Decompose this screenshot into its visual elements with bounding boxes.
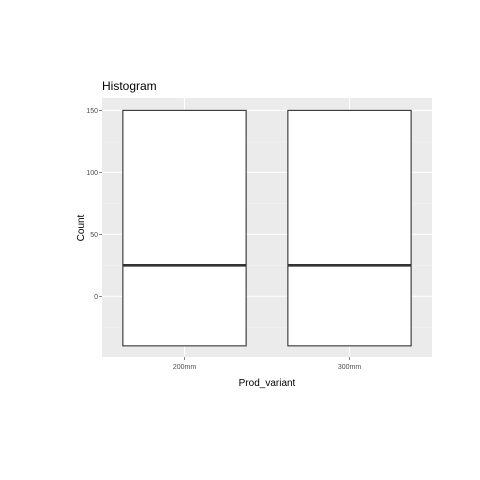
- y-axis-title: Count: [76, 214, 87, 241]
- y-tick-label: 100: [86, 170, 98, 177]
- y-tick-label: 150: [86, 108, 98, 115]
- box-300mm: [287, 109, 412, 347]
- y-tick-label: 50: [90, 232, 98, 239]
- boxes: [122, 109, 412, 347]
- x-axis-title: Prod_variant: [239, 378, 296, 389]
- box-200mm: [122, 109, 247, 347]
- x-tick-label: 200mm: [173, 364, 197, 371]
- axes: 0 50 100 150 200mm 300mm: [86, 108, 361, 371]
- x-tick-label: 300mm: [338, 364, 362, 371]
- y-tick-label: 0: [94, 294, 98, 301]
- chart-title: Histogram: [102, 79, 157, 93]
